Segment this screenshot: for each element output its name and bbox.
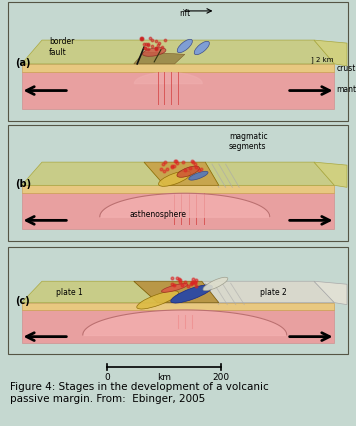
Polygon shape [22,163,164,186]
Polygon shape [314,163,347,188]
Ellipse shape [137,291,178,309]
Text: km: km [157,372,171,381]
Polygon shape [314,41,347,67]
Bar [8,126,348,242]
Ellipse shape [161,284,188,293]
Text: magmatic
segments: magmatic segments [229,132,268,151]
Ellipse shape [171,285,213,303]
Polygon shape [202,282,334,303]
Polygon shape [205,163,334,186]
Text: crust: crust [336,64,356,73]
Text: border
fault: border fault [49,37,74,57]
Polygon shape [22,41,334,65]
Bar [8,3,348,122]
Text: rift: rift [179,9,190,18]
Text: 0: 0 [104,372,110,381]
Polygon shape [22,282,158,303]
Text: mantle: mantle [336,85,356,94]
Ellipse shape [158,172,191,187]
Text: Figure 4: Stages in the development of a volcanic
passive margin. From:  Ebinger: Figure 4: Stages in the development of a… [10,381,269,403]
Polygon shape [22,310,334,343]
Polygon shape [22,194,334,230]
Text: 200: 200 [212,372,229,381]
Ellipse shape [189,172,208,181]
Polygon shape [22,65,334,73]
Text: plate 2: plate 2 [260,288,287,297]
Text: ] 2 km: ] 2 km [311,56,334,63]
Ellipse shape [177,40,192,54]
Polygon shape [22,303,334,310]
Polygon shape [144,163,219,186]
Polygon shape [22,73,334,110]
Polygon shape [314,282,347,305]
Polygon shape [134,53,185,65]
Text: plate 1: plate 1 [56,288,83,297]
Text: asthenosphere: asthenosphere [129,209,186,218]
Ellipse shape [203,278,228,291]
Ellipse shape [177,167,199,178]
Text: (b): (b) [15,178,31,189]
Ellipse shape [194,42,209,55]
Ellipse shape [142,49,166,57]
Polygon shape [134,282,219,303]
Text: (c): (c) [15,296,30,306]
Text: (a): (a) [15,58,31,67]
Bar [8,248,348,354]
Polygon shape [22,186,334,194]
